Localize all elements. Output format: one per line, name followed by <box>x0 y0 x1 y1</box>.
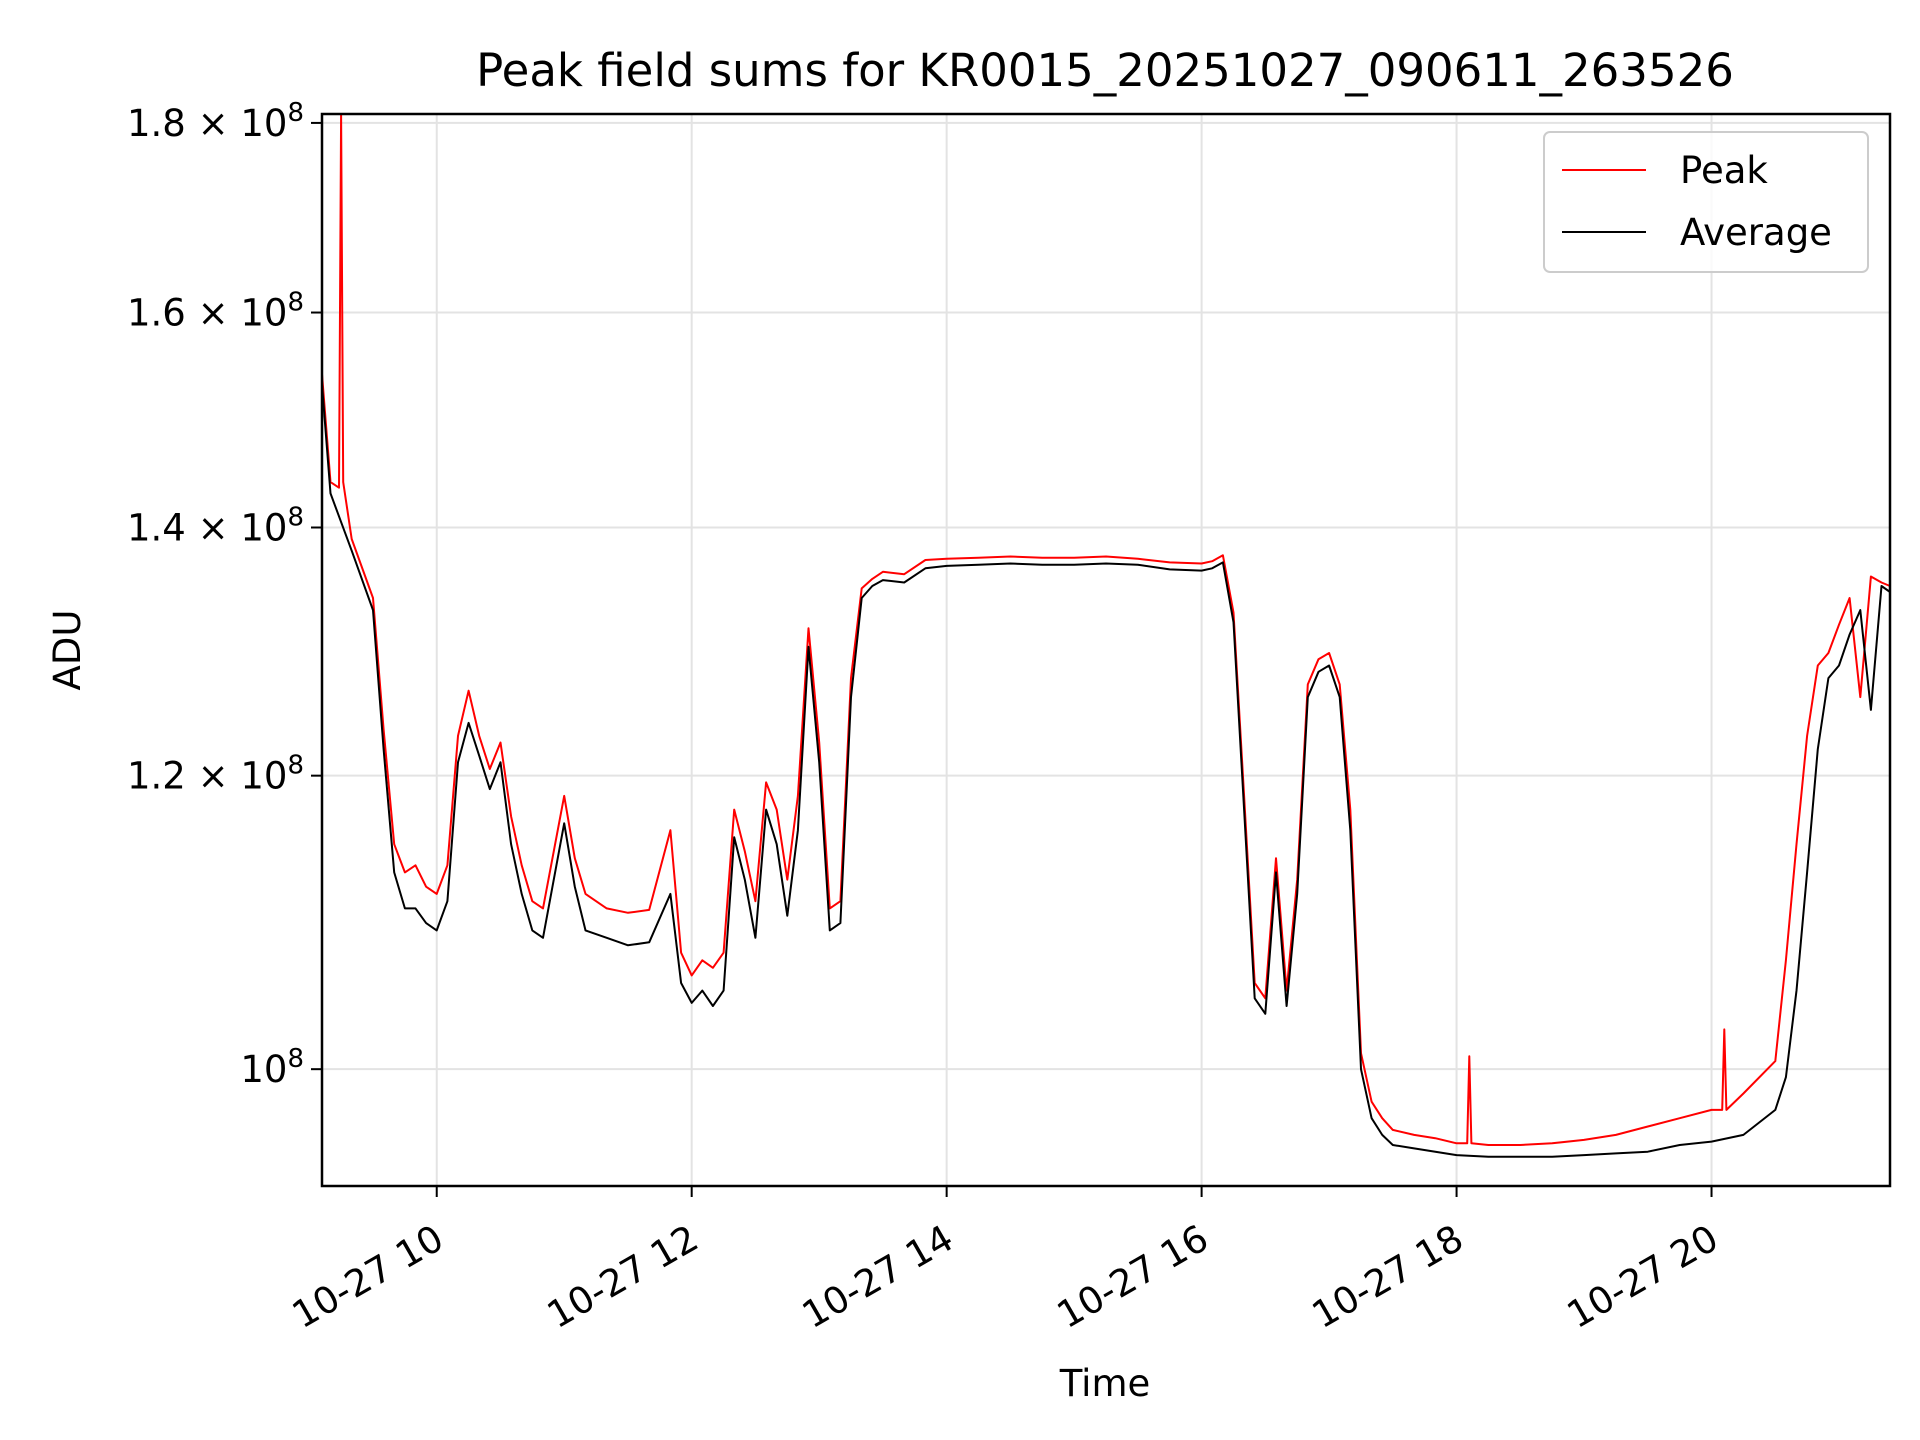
x-axis-label: Time <box>1059 1362 1151 1405</box>
chart-title: Peak field sums for KR0015_20251027_0906… <box>476 44 1734 97</box>
series-line-average <box>321 384 1891 1158</box>
legend: Peak Average <box>1543 131 1869 273</box>
y-tick-label: 1.4 × 108 <box>127 502 304 549</box>
plot-lines <box>321 113 1891 1158</box>
y-axis-ticks: 108 1.2 × 108 1.4 × 108 1.6 × 108 1.8 × 108 <box>127 98 322 1091</box>
y-tick-label: 1.2 × 108 <box>127 751 304 798</box>
grid-lines <box>322 114 1890 1186</box>
legend-box <box>1543 131 1869 273</box>
legend-label-peak: Peak <box>1680 149 1768 192</box>
y-tick-label: 1.8 × 108 <box>127 98 304 145</box>
legend-label-average: Average <box>1680 211 1832 254</box>
y-axis-label: ADU <box>46 610 89 691</box>
plot-frame <box>320 112 1892 1188</box>
y-tick-label: 108 <box>240 1044 304 1091</box>
series-line-peak <box>321 113 1891 1146</box>
y-tick-label: 1.6 × 108 <box>127 288 304 335</box>
